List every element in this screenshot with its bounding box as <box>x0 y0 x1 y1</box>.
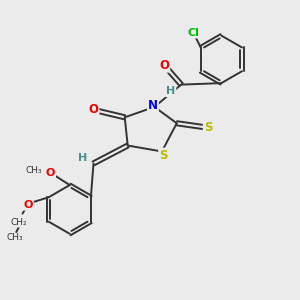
Text: CH₃: CH₃ <box>26 166 42 175</box>
Text: N: N <box>148 99 158 112</box>
Text: H: H <box>166 86 176 96</box>
Text: H: H <box>78 153 87 163</box>
Text: O: O <box>159 59 169 72</box>
Text: S: S <box>159 148 168 162</box>
Text: O: O <box>23 200 32 210</box>
Text: CH₃: CH₃ <box>6 233 23 242</box>
Text: Cl: Cl <box>188 28 199 38</box>
Text: CH₂: CH₂ <box>11 218 27 227</box>
Text: O: O <box>88 103 98 116</box>
Text: O: O <box>46 168 55 178</box>
Text: S: S <box>204 121 212 134</box>
